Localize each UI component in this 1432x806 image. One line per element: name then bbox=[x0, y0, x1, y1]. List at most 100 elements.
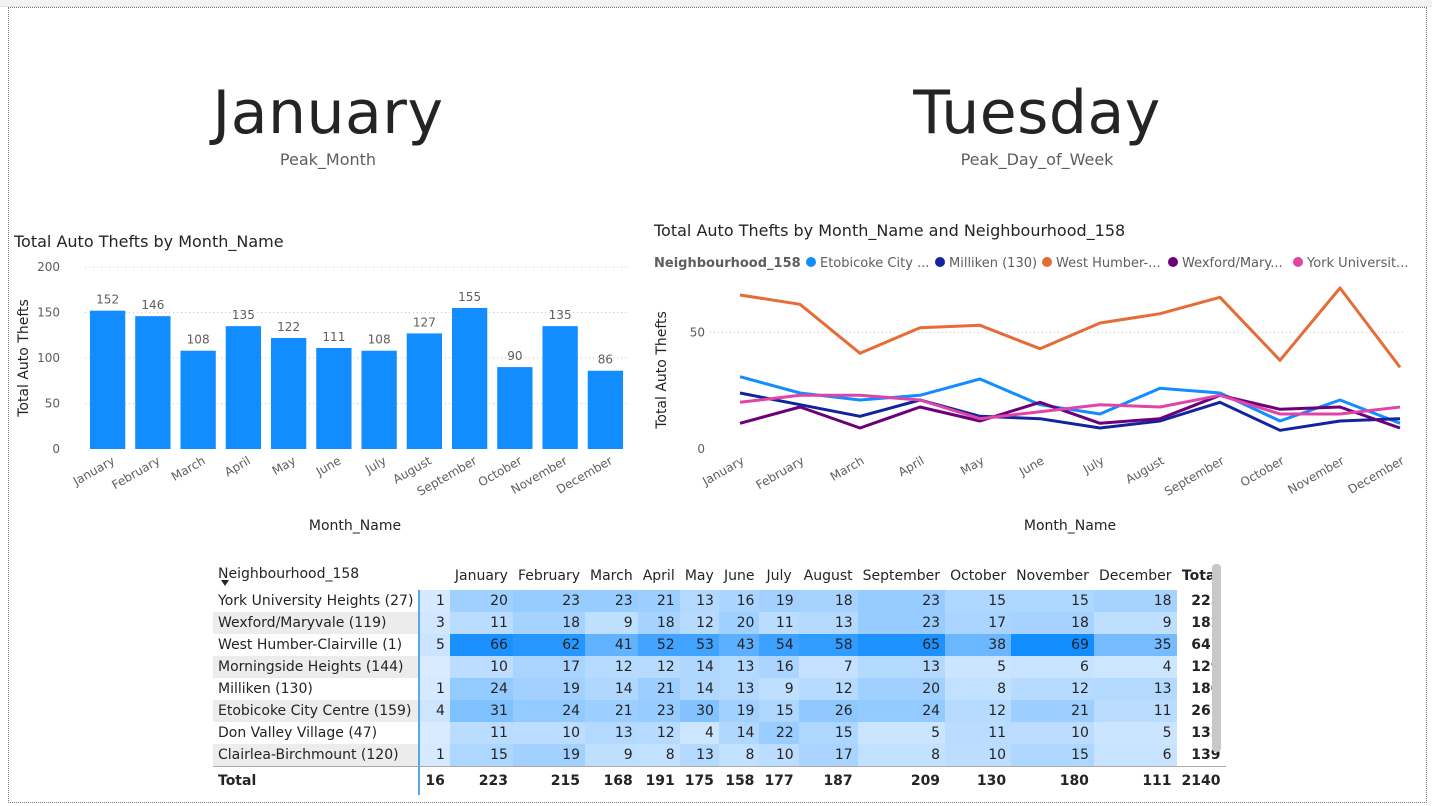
matrix-cell: 38 bbox=[945, 634, 1012, 656]
matrix-cell: 18 bbox=[637, 612, 680, 634]
line-series bbox=[739, 393, 1401, 421]
sort-desc-icon[interactable] bbox=[221, 580, 229, 586]
matrix-column-header[interactable]: July bbox=[766, 568, 792, 584]
matrix-cell: 12 bbox=[679, 612, 719, 634]
matrix-cell: 13 bbox=[857, 656, 946, 678]
bar-x-tick: July bbox=[362, 453, 389, 476]
matrix-cell: 31 bbox=[449, 700, 513, 722]
matrix-cell: 23 bbox=[637, 700, 680, 722]
bar bbox=[542, 326, 578, 449]
neighbourhood-matrix[interactable]: Neighbourhood_158 January February March Apr… bbox=[213, 562, 1226, 795]
bar-data-label: 155 bbox=[458, 290, 481, 304]
legend-marker-icon bbox=[935, 257, 945, 267]
peak-day-label: Peak_Day_of_Week bbox=[960, 150, 1114, 169]
matrix-column-header[interactable]: November bbox=[1016, 568, 1089, 584]
matrix-column-header[interactable]: March bbox=[590, 568, 633, 584]
matrix-cell: 24 bbox=[512, 700, 586, 722]
matrix-header-row: Neighbourhood_158 January February March Apr… bbox=[213, 562, 1226, 590]
matrix-cell: 21 bbox=[1011, 700, 1094, 722]
matrix-scrollbar[interactable] bbox=[1212, 564, 1221, 752]
matrix-cell: 8 bbox=[637, 744, 680, 767]
matrix-row[interactable]: Don Valley Village (47) 11 10 13 12 4 14 22 15 5 1… bbox=[213, 722, 1226, 744]
matrix-row-header: Milliken (130) bbox=[218, 681, 313, 697]
bar bbox=[135, 316, 171, 449]
bar-y-tick: 50 bbox=[45, 397, 60, 411]
matrix-cell: 23 bbox=[857, 590, 946, 612]
matrix-cell: 111 bbox=[1093, 766, 1177, 795]
bar-x-tick: February bbox=[109, 453, 162, 492]
matrix-cell: 13 bbox=[679, 590, 719, 612]
matrix-column-header[interactable]: October bbox=[950, 568, 1007, 584]
matrix-row[interactable]: Milliken (130) 1 24 19 14 21 14 13 9 12 20 8 12 13 180 bbox=[213, 678, 1226, 700]
matrix-row[interactable]: West Humber-Clairville (1) 5 66 62 41 52 53 43 5… bbox=[213, 634, 1226, 656]
matrix-cell: 8 bbox=[857, 744, 946, 767]
matrix-cell: 130 bbox=[945, 766, 1012, 795]
matrix-cell: 15 bbox=[449, 744, 513, 767]
matrix-cell: 17 bbox=[945, 612, 1012, 634]
matrix-column-header[interactable] bbox=[419, 562, 449, 590]
matrix-column-header[interactable]: January bbox=[454, 568, 508, 584]
matrix-column-header[interactable]: September bbox=[862, 568, 941, 584]
matrix-row-total: 2140 bbox=[1176, 766, 1226, 795]
line-x-axis-label: Month_Name bbox=[1024, 518, 1116, 534]
bar bbox=[361, 350, 397, 449]
matrix-cell: 43 bbox=[718, 634, 760, 656]
matrix-cell: 14 bbox=[718, 722, 760, 744]
matrix-row[interactable]: Etobicoke City Centre (159) 4 31 24 21 23 30 19… bbox=[213, 700, 1226, 722]
matrix-column-header[interactable]: February bbox=[517, 568, 581, 584]
matrix-cell: 52 bbox=[637, 634, 680, 656]
matrix-cell: 19 bbox=[759, 590, 799, 612]
bar bbox=[587, 370, 624, 449]
matrix-cell: 11 bbox=[759, 612, 799, 634]
line-series bbox=[739, 286, 1402, 369]
matrix-cell: 11 bbox=[449, 722, 513, 744]
matrix-cell: 15 bbox=[945, 590, 1012, 612]
matrix-cell: 168 bbox=[585, 766, 638, 795]
bar bbox=[225, 326, 262, 449]
matrix-corner-header[interactable]: Neighbourhood_158 bbox=[213, 562, 419, 590]
bar-chart-title: Total Auto Thefts by Month_Name bbox=[14, 232, 284, 251]
matrix-column-header[interactable]: Total bbox=[1181, 568, 1221, 584]
matrix-column-header[interactable]: August bbox=[803, 568, 853, 584]
matrix-cell: 12 bbox=[945, 700, 1012, 722]
matrix-cell: 69 bbox=[1011, 634, 1094, 656]
line-legend-item: Milliken (130) bbox=[949, 256, 1037, 271]
matrix-cell: 65 bbox=[857, 634, 946, 656]
matrix-row-header: Don Valley Village (47) bbox=[218, 725, 378, 741]
matrix-total-row[interactable]: Total 16 223 215 168 191 175 158 177 187 209 130 180… bbox=[213, 766, 1226, 795]
matrix-cell: 187 bbox=[798, 766, 858, 795]
matrix-row[interactable]: Wexford/Maryvale (119) 3 11 18 9 18 12 20 11 13 23… bbox=[213, 612, 1226, 634]
matrix-cell: 19 bbox=[512, 678, 586, 700]
peak-day-value: Tuesday bbox=[913, 78, 1161, 148]
peak-month-label: Peak_Month bbox=[279, 150, 377, 169]
matrix-cell: 14 bbox=[679, 678, 719, 700]
bar bbox=[180, 350, 216, 449]
peak-month-value: January bbox=[212, 78, 444, 148]
bar-chart[interactable]: 0 50 100 150 200 152 January 146 February 108 Marc… bbox=[0, 255, 640, 545]
line-series bbox=[739, 391, 1401, 432]
matrix-cell: 5 bbox=[857, 722, 946, 744]
bar bbox=[406, 333, 443, 449]
matrix-column-header[interactable]: May bbox=[684, 568, 714, 584]
line-x-tick: May bbox=[958, 453, 986, 478]
matrix-column-header[interactable]: June bbox=[723, 568, 755, 584]
matrix-row[interactable]: Clairlea-Birchmount (120) 1 15 19 9 8 13 8 10 17 8… bbox=[213, 744, 1226, 767]
bar bbox=[89, 310, 126, 449]
matrix-column-header[interactable]: December bbox=[1098, 568, 1172, 584]
peak-month-card[interactable]: January Peak_Month bbox=[178, 78, 478, 169]
matrix-cell: 62 bbox=[512, 634, 586, 656]
legend-marker-icon bbox=[806, 257, 816, 267]
matrix-cell: 13 bbox=[679, 744, 719, 767]
matrix-cell: 15 bbox=[759, 700, 799, 722]
matrix-row[interactable]: York University Heights (27) 1 20 23 23 21 13 1… bbox=[213, 590, 1226, 612]
peak-day-card[interactable]: Tuesday Peak_Day_of_Week bbox=[887, 78, 1187, 169]
matrix-cell: 177 bbox=[759, 766, 799, 795]
matrix-row[interactable]: Morningside Heights (144) 10 17 12 12 14 13 16 7… bbox=[213, 656, 1226, 678]
line-x-tick: June bbox=[1016, 453, 1047, 479]
line-chart[interactable]: Neighbourhood_158 Etobicoke City ... Milli… bbox=[645, 248, 1420, 545]
bar-data-label: 152 bbox=[96, 293, 119, 307]
matrix-cell: 18 bbox=[512, 612, 586, 634]
matrix-column-header[interactable]: April bbox=[642, 568, 675, 584]
matrix-cell: 41 bbox=[585, 634, 638, 656]
matrix-cell: 175 bbox=[679, 766, 719, 795]
